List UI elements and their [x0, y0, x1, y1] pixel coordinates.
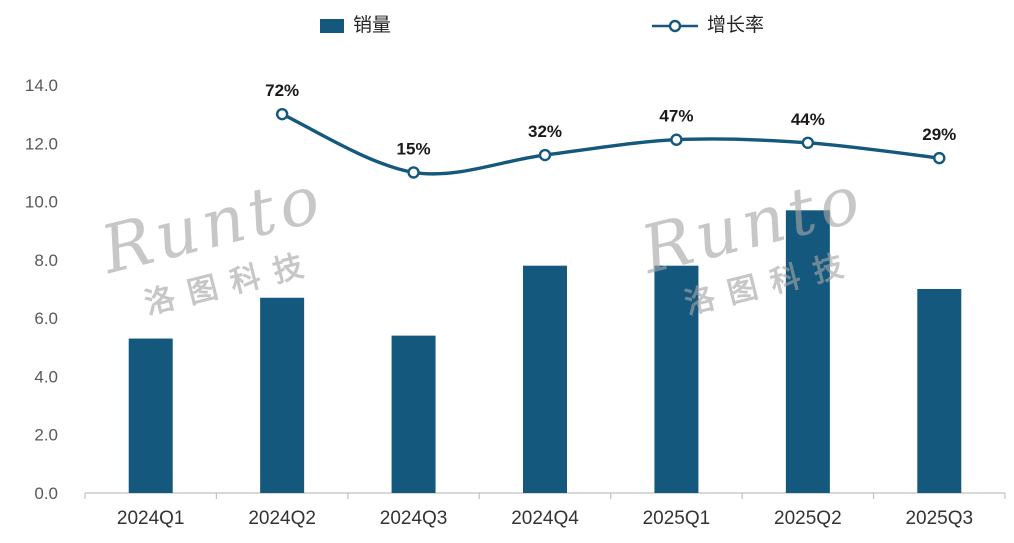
svg-text:14.0: 14.0 — [25, 76, 58, 95]
svg-text:2024Q3: 2024Q3 — [380, 508, 448, 529]
svg-text:2024Q4: 2024Q4 — [511, 508, 579, 529]
svg-text:8.0: 8.0 — [34, 251, 58, 270]
line-marker-icon — [652, 19, 698, 33]
svg-text:29%: 29% — [922, 125, 956, 144]
legend-label-growth: 增长率 — [707, 15, 765, 36]
svg-text:0.0: 0.0 — [34, 484, 58, 503]
bar-swatch-icon — [320, 19, 344, 33]
svg-text:2025Q3: 2025Q3 — [905, 508, 973, 529]
svg-text:72%: 72% — [265, 81, 299, 100]
svg-text:32%: 32% — [528, 122, 562, 141]
svg-text:2025Q2: 2025Q2 — [774, 508, 842, 529]
svg-text:2024Q2: 2024Q2 — [248, 508, 316, 529]
svg-text:2025Q1: 2025Q1 — [643, 508, 711, 529]
svg-text:47%: 47% — [659, 107, 693, 126]
svg-text:2.0: 2.0 — [34, 426, 58, 445]
legend-item-growth: 增长率 — [652, 15, 764, 37]
legend-item-sales: 销量 — [320, 15, 391, 37]
svg-text:44%: 44% — [791, 110, 825, 129]
svg-text:15%: 15% — [397, 139, 431, 158]
legend-label-sales: 销量 — [353, 15, 392, 36]
svg-text:4.0: 4.0 — [34, 367, 58, 386]
svg-text:2024Q1: 2024Q1 — [117, 508, 185, 529]
svg-text:10.0: 10.0 — [25, 193, 58, 212]
svg-text:6.0: 6.0 — [34, 309, 58, 328]
svg-text:12.0: 12.0 — [25, 134, 58, 153]
